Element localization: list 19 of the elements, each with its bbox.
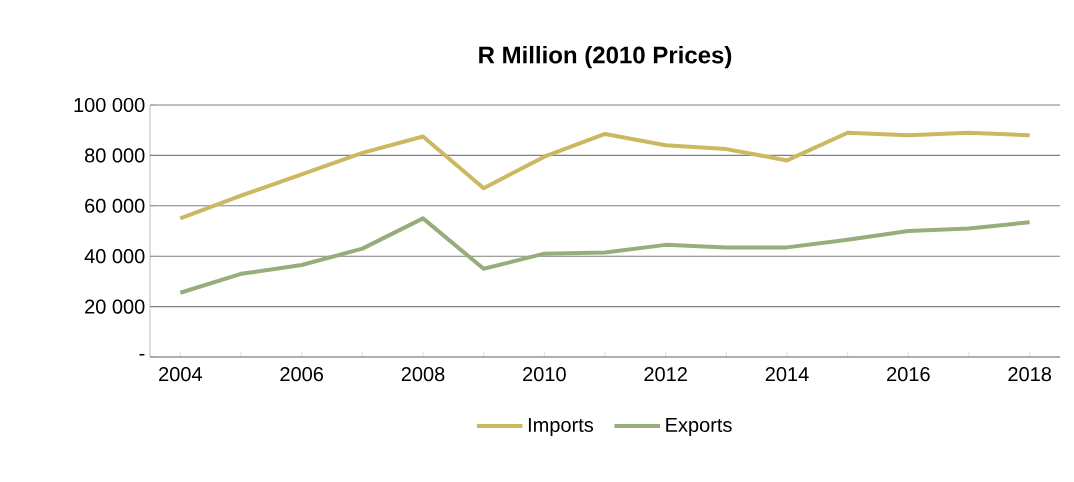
- y-tick-label: -: [139, 353, 145, 356]
- line-series: [178, 216, 1032, 295]
- y-tick-label: 40 000: [84, 249, 145, 264]
- y-tick-label: 20 000: [85, 299, 145, 314]
- line-series: [178, 130, 1032, 221]
- x-tick-label: 2004: [159, 367, 202, 382]
- x-tick-label: 2016: [887, 367, 930, 382]
- legend-label: Exports: [666, 418, 732, 436]
- y-tick-label: 100 000: [74, 97, 145, 113]
- legend-label: Imports: [528, 418, 594, 436]
- x-tick-label: 2010: [523, 367, 566, 382]
- x-tick-label: 2006: [280, 367, 324, 382]
- y-tick-label: 60 000: [85, 198, 145, 213]
- x-tick-label: 2008: [401, 367, 445, 382]
- x-tick-label: 2014: [765, 367, 809, 382]
- x-tick-label: 2018: [1008, 367, 1052, 382]
- y-tick-label: 80 000: [85, 148, 145, 163]
- chart-title: R Million (2010 Prices): [479, 45, 732, 69]
- x-tick-label: 2012: [644, 367, 687, 382]
